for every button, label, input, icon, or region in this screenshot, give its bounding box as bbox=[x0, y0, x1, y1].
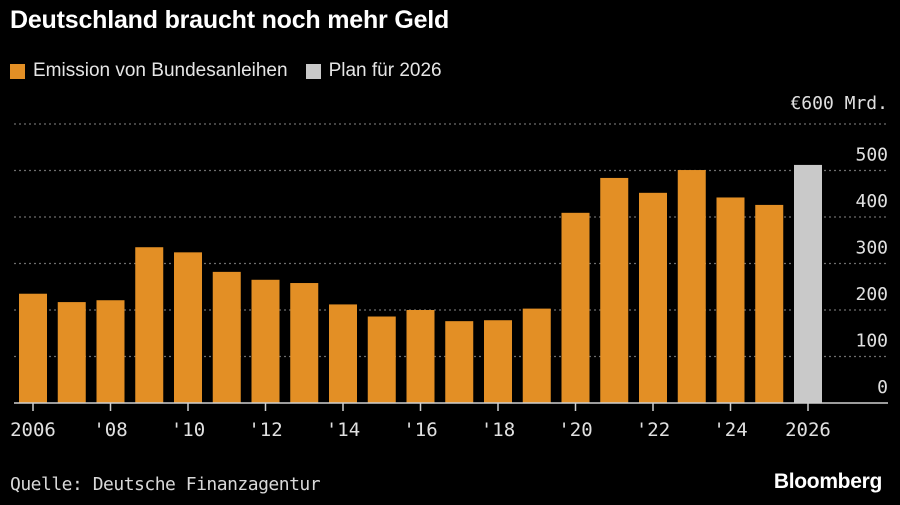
x-tick-label: '18 bbox=[481, 419, 515, 441]
x-tick-label: 2026 bbox=[785, 419, 831, 441]
bar-2026 bbox=[794, 164, 822, 403]
legend-label-emission: Emission von Bundesanleihen bbox=[33, 60, 288, 81]
bar-2013 bbox=[290, 283, 319, 403]
x-tick-label: '10 bbox=[171, 419, 205, 441]
bar-2019 bbox=[522, 308, 551, 403]
x-tick-label: '22 bbox=[636, 419, 670, 441]
bar-2015 bbox=[367, 316, 396, 403]
bar-2016 bbox=[406, 310, 435, 403]
y-tick-label: 100 bbox=[855, 331, 888, 352]
bar-2025 bbox=[755, 204, 784, 403]
x-tick-label: '24 bbox=[713, 419, 747, 441]
bar-2010 bbox=[174, 252, 202, 403]
y-tick-label: 500 bbox=[855, 145, 888, 166]
y-tick-label: 0 bbox=[877, 377, 888, 398]
bar-2008 bbox=[96, 300, 125, 403]
bar-2023 bbox=[677, 170, 706, 403]
y-tick-label: 400 bbox=[855, 191, 888, 212]
bar-2009 bbox=[135, 247, 164, 403]
bar-2006 bbox=[19, 293, 47, 403]
bar-2011 bbox=[212, 271, 241, 403]
bar-2017 bbox=[445, 321, 474, 403]
x-tick-label: '20 bbox=[558, 419, 592, 441]
bar-2020 bbox=[561, 212, 590, 403]
x-tick-label: '08 bbox=[93, 419, 127, 441]
legend-label-plan: Plan für 2026 bbox=[328, 60, 442, 81]
chart-title: Deutschland braucht noch mehr Geld bbox=[10, 6, 450, 34]
bar-2018 bbox=[484, 320, 512, 403]
bar-2022 bbox=[639, 192, 667, 403]
legend-item-emission: Emission von Bundesanleihen bbox=[10, 60, 288, 82]
legend-swatch-emission bbox=[10, 63, 25, 79]
y-tick-label: 300 bbox=[855, 238, 888, 259]
bar-2014 bbox=[329, 304, 357, 403]
legend-swatch-plan bbox=[305, 63, 321, 79]
source-note: Quelle: Deutsche Finanzagentur bbox=[10, 474, 321, 495]
x-tick-label: 2006 bbox=[10, 419, 56, 441]
x-tick-label: '16 bbox=[403, 419, 437, 441]
bar-2021 bbox=[600, 177, 629, 403]
legend-item-plan: Plan für 2026 bbox=[305, 60, 442, 82]
bloomberg-logo: Bloomberg bbox=[773, 470, 882, 493]
bar-2012 bbox=[251, 279, 280, 403]
legend: Emission von Bundesanleihen Plan für 202… bbox=[10, 60, 460, 82]
bar-2007 bbox=[57, 302, 86, 403]
bar-2024 bbox=[716, 197, 745, 403]
y-tick-label: 200 bbox=[855, 284, 888, 305]
x-tick-label: '14 bbox=[326, 419, 360, 441]
y-unit-label: €600 Mrd. bbox=[790, 93, 888, 114]
x-tick-label: '12 bbox=[248, 419, 282, 441]
